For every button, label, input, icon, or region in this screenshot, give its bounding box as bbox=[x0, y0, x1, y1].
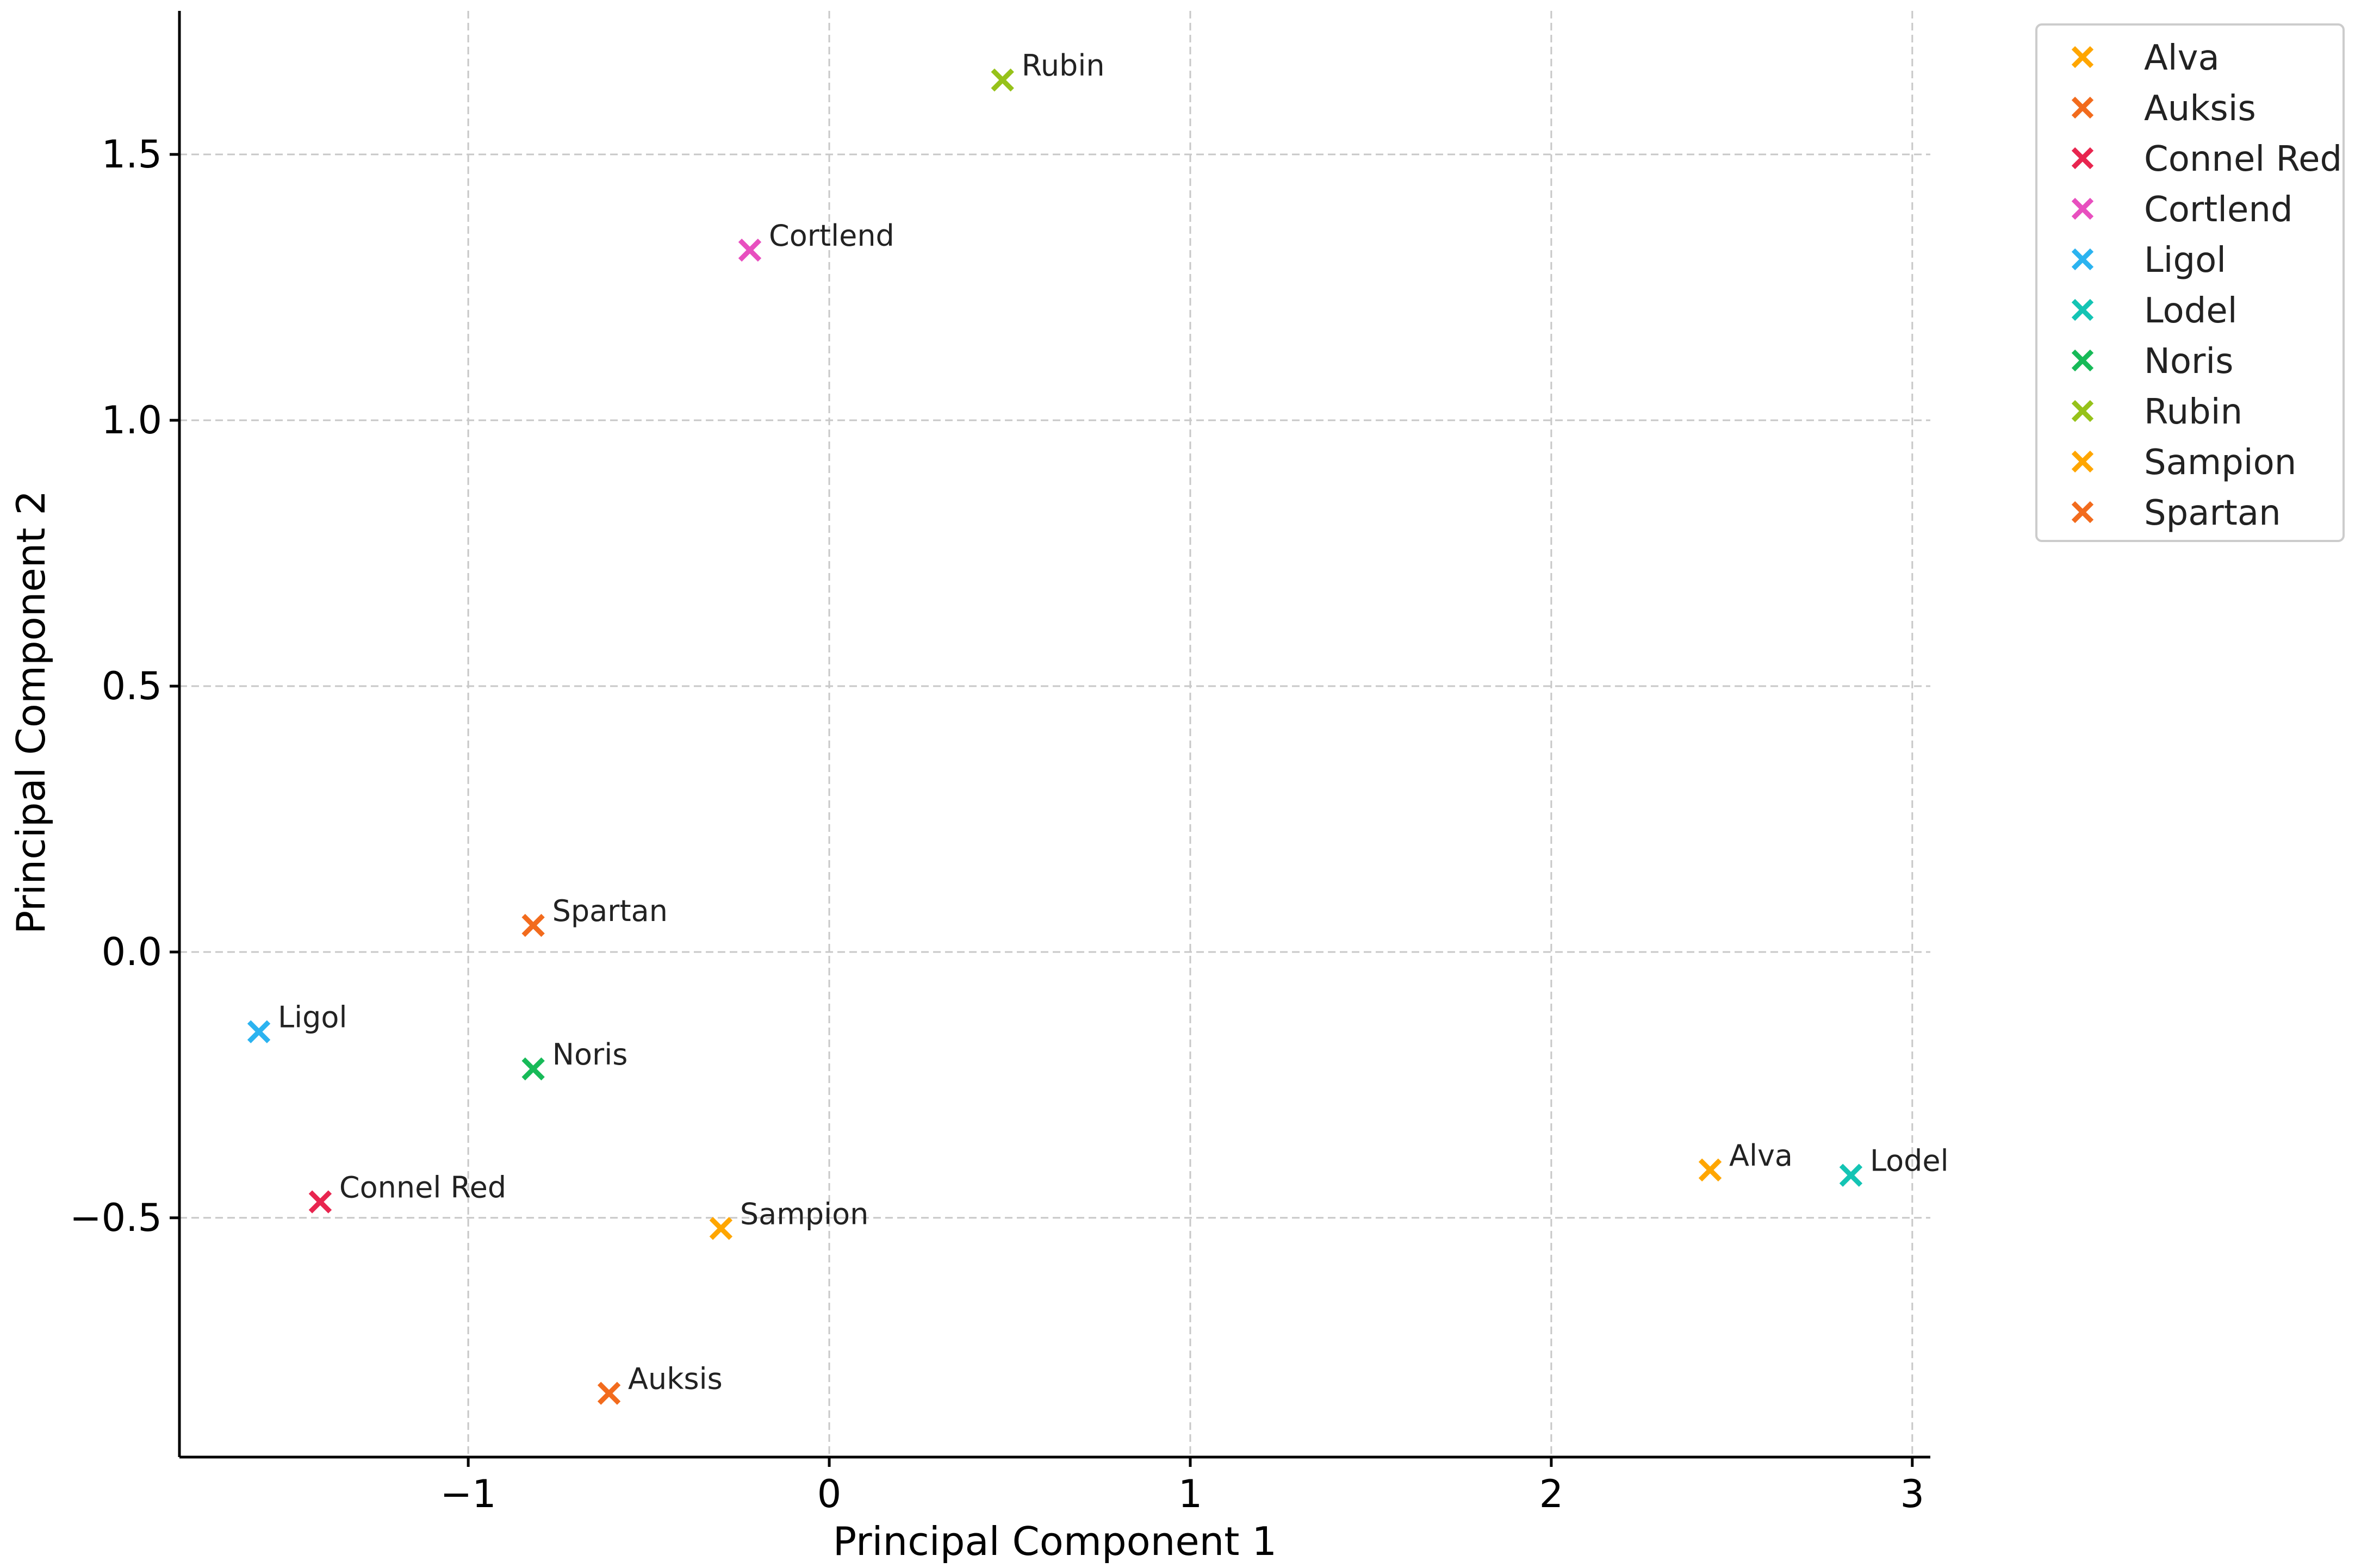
grid-layer bbox=[179, 11, 1930, 1457]
x-axis-label: Principal Component 1 bbox=[833, 1519, 1277, 1564]
point-label: Cortlend bbox=[769, 219, 894, 253]
marker-stroke bbox=[1839, 1163, 1863, 1187]
x-tick-label: −1 bbox=[440, 1472, 496, 1516]
marker-stroke bbox=[2071, 400, 2094, 422]
data-point bbox=[1839, 1163, 1863, 1187]
y-tick-label: 0.0 bbox=[102, 930, 162, 974]
legend-label: Lodel bbox=[2144, 291, 2237, 331]
marker-stroke bbox=[1698, 1158, 1722, 1182]
marker-stroke bbox=[991, 68, 1014, 92]
axes-spines bbox=[178, 11, 1930, 1459]
legend-marker bbox=[2071, 501, 2094, 524]
marker-stroke bbox=[2071, 197, 2094, 220]
legend-marker bbox=[2071, 349, 2094, 372]
data-point bbox=[521, 913, 545, 937]
marker-stroke bbox=[308, 1190, 332, 1214]
marker-stroke bbox=[521, 913, 545, 937]
point-label: Rubin bbox=[1022, 48, 1105, 83]
legend-marker bbox=[2071, 248, 2094, 271]
point-label: Sampion bbox=[740, 1197, 869, 1231]
legend-marker bbox=[2071, 147, 2094, 170]
marker-stroke bbox=[738, 238, 762, 262]
x-tick-label: 2 bbox=[1539, 1472, 1564, 1516]
legend-label: Connel Red bbox=[2144, 139, 2342, 179]
legend-box bbox=[2035, 23, 2345, 542]
marker-stroke bbox=[2071, 248, 2094, 271]
y-axis-label: Principal Component 2 bbox=[8, 490, 54, 934]
point-label: Alva bbox=[1729, 1138, 1793, 1173]
y-tick-label: −0.5 bbox=[70, 1196, 162, 1240]
data-point bbox=[247, 1020, 271, 1043]
y-tick-label: 0.5 bbox=[102, 664, 162, 708]
marker-stroke bbox=[2071, 298, 2094, 321]
data-point bbox=[308, 1190, 332, 1214]
legend-label: Spartan bbox=[2144, 493, 2281, 533]
legend-marker bbox=[2071, 96, 2094, 119]
point-label: Ligol bbox=[278, 1000, 347, 1035]
marker-stroke bbox=[2071, 349, 2094, 372]
data-point bbox=[738, 238, 762, 262]
axis-ticks: −1 0 1 2 3 −0.5 0.0 0.5 1.0 1.5 bbox=[70, 132, 1924, 1516]
data-point bbox=[991, 68, 1014, 92]
legend-marker bbox=[2071, 197, 2094, 220]
x-tick-label: 3 bbox=[1900, 1472, 1925, 1516]
point-label: Lodel bbox=[1870, 1144, 1949, 1178]
data-points: Alva Auksis Connel Red Cortlend Ligol Lodel No… bbox=[247, 48, 1949, 1405]
data-point bbox=[597, 1382, 621, 1405]
legend-marker bbox=[2071, 298, 2094, 321]
x-tick-label: 1 bbox=[1178, 1472, 1203, 1516]
point-label: Auksis bbox=[628, 1362, 723, 1396]
marker-stroke bbox=[2071, 96, 2094, 119]
marker-stroke bbox=[2071, 450, 2094, 473]
x-tick-label: 0 bbox=[817, 1472, 842, 1516]
legend: Alva Auksis Connel Red Cortlend Ligol Lodel No… bbox=[2035, 23, 2345, 542]
point-label: Connel Red bbox=[339, 1171, 506, 1205]
marker-stroke bbox=[709, 1217, 733, 1240]
data-point bbox=[521, 1057, 545, 1081]
legend-label: Rubin bbox=[2144, 392, 2242, 432]
marker-stroke bbox=[521, 1057, 545, 1081]
data-point bbox=[709, 1217, 733, 1240]
marker-stroke bbox=[247, 1020, 271, 1043]
legend-marker bbox=[2071, 46, 2094, 69]
point-label: Noris bbox=[552, 1037, 628, 1072]
legend-label: Noris bbox=[2144, 341, 2233, 382]
y-tick-label: 1.0 bbox=[102, 398, 162, 443]
marker-stroke bbox=[2071, 147, 2094, 170]
legend-marker bbox=[2071, 400, 2094, 422]
legend-marker bbox=[2071, 450, 2094, 473]
point-label: Spartan bbox=[552, 894, 668, 928]
marker-stroke bbox=[2071, 501, 2094, 524]
y-tick-label: 1.5 bbox=[102, 132, 162, 177]
data-point bbox=[1698, 1158, 1722, 1182]
legend-label: Auksis bbox=[2144, 89, 2256, 129]
marker-stroke bbox=[597, 1382, 621, 1405]
legend-label: Sampion bbox=[2144, 443, 2296, 483]
legend-label: Ligol bbox=[2144, 240, 2226, 281]
legend-label: Alva bbox=[2144, 38, 2220, 78]
marker-stroke bbox=[2071, 46, 2094, 69]
legend-label: Cortlend bbox=[2144, 190, 2293, 230]
